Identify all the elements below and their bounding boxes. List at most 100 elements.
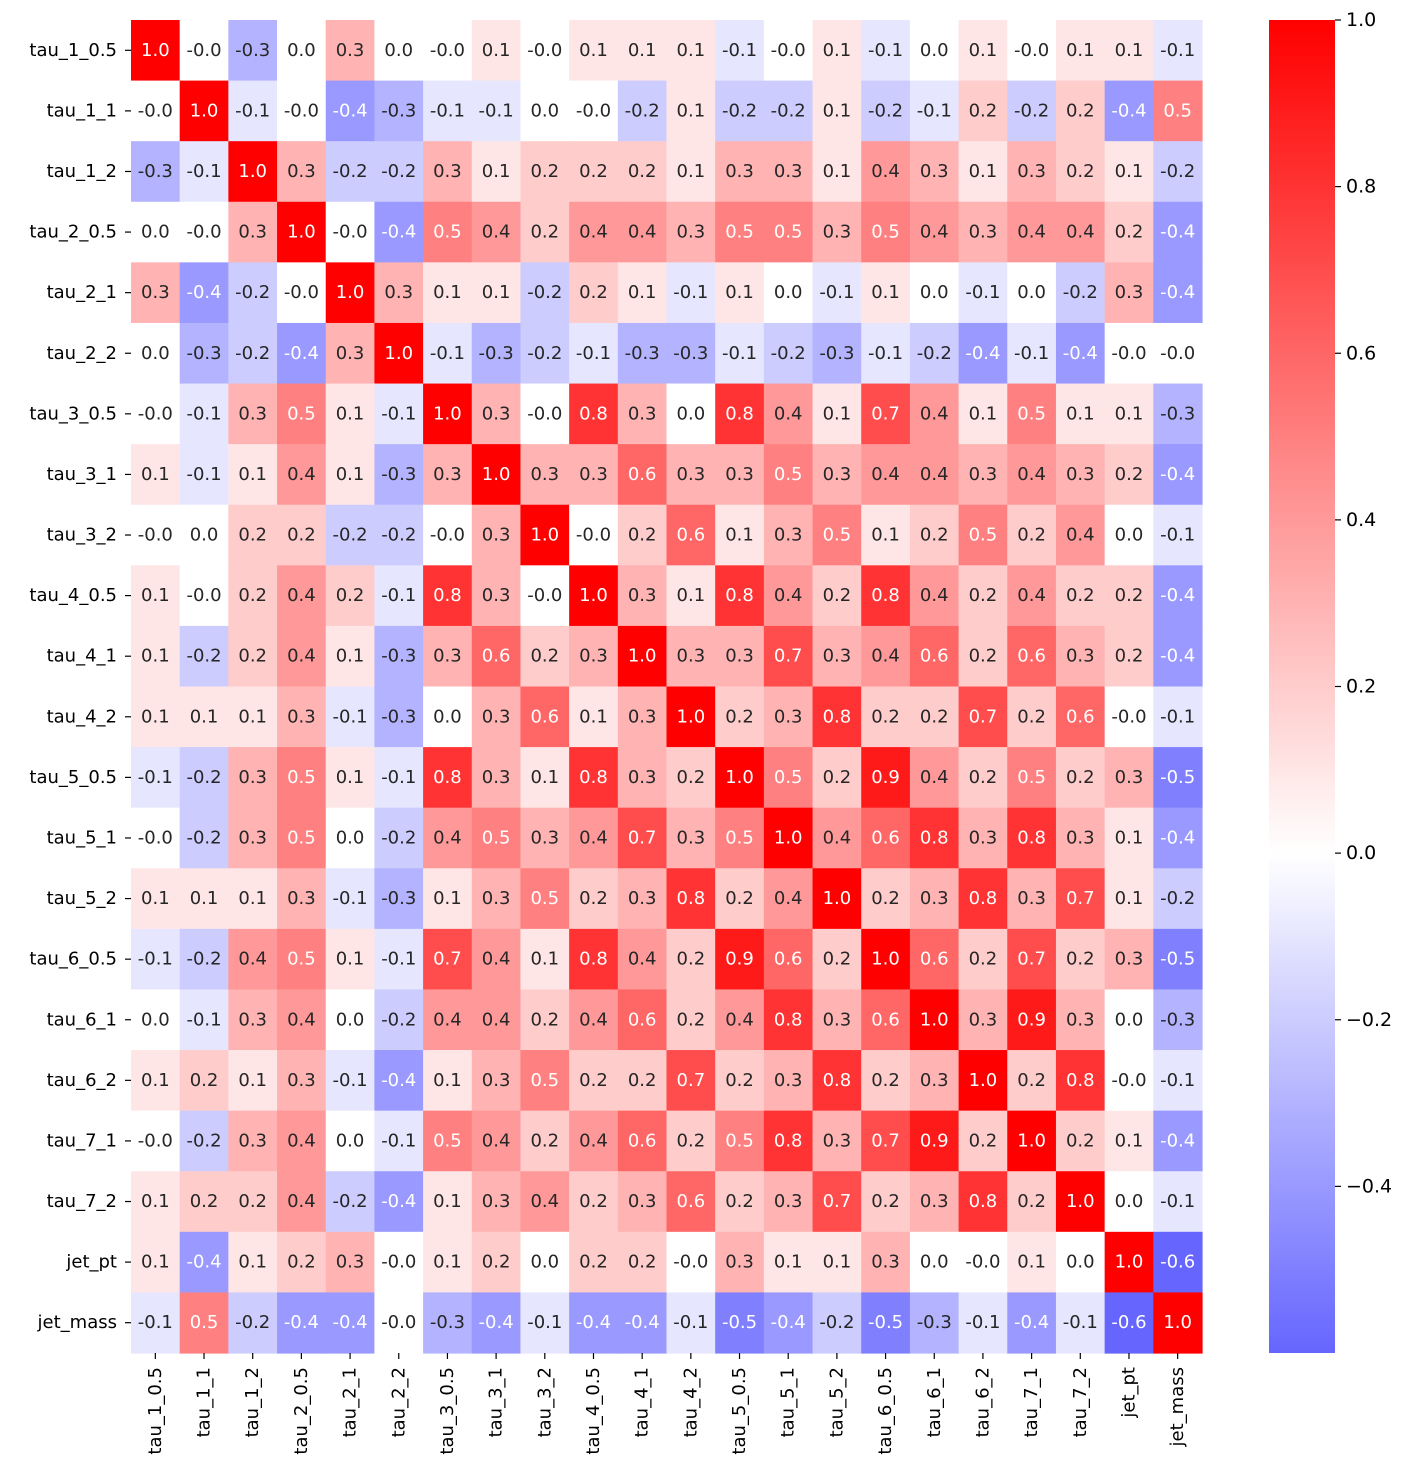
heatmap-cell <box>617 928 668 991</box>
cell-value-label: 0.1 <box>823 161 852 182</box>
heatmap-cell <box>471 565 522 627</box>
cell-value-label: -0.0 <box>1111 1070 1146 1091</box>
heatmap-cell <box>179 444 229 506</box>
x-tick-label-tau-6-1: tau_6_1 <box>924 1367 945 1437</box>
heatmap-cell <box>958 504 1008 566</box>
heatmap-cell <box>861 1231 911 1294</box>
cell-value-label: 0.2 <box>969 949 998 970</box>
y-tick-label-tau-3-0-5: tau_3_0.5 <box>29 403 117 424</box>
heatmap-cell <box>617 262 668 324</box>
cell-value-label: -0.4 <box>771 1312 806 1333</box>
cell-value-label: 0.1 <box>141 646 170 667</box>
cell-value-label: 0.1 <box>190 888 219 909</box>
cell-value-label: 0.3 <box>628 1191 657 1212</box>
x-tick-label-tau-5-1: tau_5_1 <box>778 1367 799 1437</box>
cell-value-label: 0.4 <box>920 222 949 243</box>
heatmap-cell <box>958 747 1008 809</box>
cell-value-label: 0.2 <box>579 1252 608 1273</box>
heatmap-cell <box>812 1171 862 1233</box>
heatmap-cell <box>131 1292 181 1354</box>
heatmap-cell <box>131 1110 181 1172</box>
cell-value-label: 0.2 <box>871 1070 900 1091</box>
cell-value-label: 0.1 <box>1115 40 1144 61</box>
heatmap-cell <box>325 201 376 263</box>
heatmap-cell <box>325 928 376 991</box>
cell-value-label: 0.3 <box>482 403 511 424</box>
y-tick-label-tau-7-1: tau_7_1 <box>47 1130 117 1151</box>
cell-value-label: 0.5 <box>725 222 754 243</box>
cell-value-label: -0.0 <box>138 403 173 424</box>
heatmap-cell <box>131 322 181 385</box>
heatmap-cell <box>958 80 1008 142</box>
cell-value-label: 0.3 <box>823 222 852 243</box>
heatmap-cell <box>325 868 376 930</box>
heatmap-cell <box>1007 1292 1057 1354</box>
heatmap-cell <box>277 1292 327 1354</box>
heatmap-cell <box>1055 80 1106 142</box>
heatmap-cell <box>471 1231 522 1294</box>
cell-value-label: 1.0 <box>969 1070 998 1091</box>
y-axis: tau_1_0.5 tau_1_1 tau_1_2 tau_2_0.5 tau_2_1t… <box>29 40 131 1333</box>
heatmap-cell <box>812 20 862 82</box>
cell-value-label: 0.2 <box>1066 161 1095 182</box>
cell-value-label: 0.1 <box>530 949 559 970</box>
heatmap-cell <box>1153 1110 1203 1172</box>
cell-value-label: 0.0 <box>384 40 413 61</box>
x-tick-label-tau-5-2: tau_5_2 <box>826 1367 847 1437</box>
heatmap-cell <box>958 262 1008 324</box>
cell-value-label: 0.1 <box>823 40 852 61</box>
heatmap-cell <box>909 1171 960 1233</box>
cell-value-label: 0.1 <box>823 1252 852 1273</box>
heatmap-cell <box>909 444 960 506</box>
heatmap-cell <box>325 747 376 809</box>
cell-value-label: 0.4 <box>871 161 900 182</box>
heatmap-cell <box>715 1231 765 1294</box>
cell-value-label: -0.1 <box>917 100 952 121</box>
cell-value-label: -0.2 <box>625 100 660 121</box>
cell-value-label: 0.1 <box>628 40 657 61</box>
heatmap-cell <box>958 686 1008 748</box>
heatmap-cell <box>715 201 765 263</box>
cell-value-label: 0.2 <box>336 585 365 606</box>
cell-value-label: 0.2 <box>969 767 998 788</box>
cell-value-label: 0.2 <box>823 949 852 970</box>
heatmap-cell <box>374 80 424 142</box>
cell-value-label: 0.3 <box>1066 827 1095 848</box>
heatmap-cell <box>520 1231 570 1294</box>
cell-value-label: 0.6 <box>774 949 803 970</box>
cell-value-label: 0.1 <box>871 282 900 303</box>
heatmap-cell <box>812 1292 862 1354</box>
cell-value-label: 0.0 <box>336 827 365 848</box>
heatmap-cell <box>958 444 1008 506</box>
cell-value-label: 0.2 <box>725 706 754 727</box>
cell-value-label: 0.3 <box>482 767 511 788</box>
cell-value-label: 0.3 <box>677 464 706 485</box>
heatmap-cell <box>520 444 570 506</box>
cell-value-label: 0.5 <box>530 1070 559 1091</box>
cell-value-label: -0.2 <box>771 100 806 121</box>
heatmap-cell <box>666 1231 716 1294</box>
cell-value-label: 0.1 <box>141 1070 170 1091</box>
cell-value-label: -0.3 <box>673 343 708 364</box>
cell-value-label: -0.1 <box>381 949 416 970</box>
cell-value-label: 0.2 <box>677 949 706 970</box>
cell-value-label: 0.3 <box>969 1009 998 1030</box>
cell-value-label: 0.1 <box>433 1070 462 1091</box>
cell-value-label: -0.0 <box>138 1130 173 1151</box>
heatmap-cell <box>423 625 473 688</box>
cell-value-label: 0.5 <box>287 949 316 970</box>
heatmap-cell <box>374 262 424 324</box>
cell-value-label: -0.0 <box>576 100 611 121</box>
heatmap-cell <box>861 1171 911 1233</box>
cell-value-label: 0.8 <box>725 403 754 424</box>
cell-value-label: 0.4 <box>579 222 608 243</box>
cell-value-label: 0.5 <box>774 464 803 485</box>
heatmap-cell <box>1055 504 1106 566</box>
cell-value-label: 0.9 <box>725 949 754 970</box>
cell-value-label: 0.8 <box>579 767 608 788</box>
cell-value-label: -0.2 <box>186 646 221 667</box>
heatmap-cell <box>325 141 376 203</box>
heatmap-cell <box>228 928 278 991</box>
heatmap-cell <box>763 504 814 566</box>
heatmap-cell <box>617 201 668 263</box>
